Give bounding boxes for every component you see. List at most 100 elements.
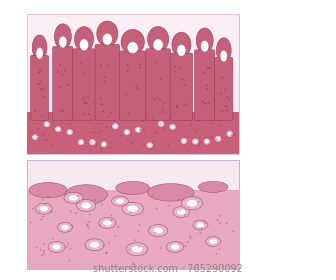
- Ellipse shape: [80, 39, 88, 50]
- FancyBboxPatch shape: [195, 50, 215, 120]
- Circle shape: [57, 71, 59, 73]
- Circle shape: [192, 195, 194, 197]
- Circle shape: [83, 97, 85, 99]
- Ellipse shape: [134, 126, 142, 133]
- Circle shape: [88, 221, 90, 223]
- Circle shape: [185, 104, 187, 105]
- FancyBboxPatch shape: [27, 190, 239, 269]
- Ellipse shape: [132, 246, 142, 253]
- Circle shape: [207, 264, 209, 265]
- Ellipse shape: [64, 192, 83, 203]
- Circle shape: [127, 64, 129, 66]
- Circle shape: [183, 84, 185, 86]
- Circle shape: [63, 147, 65, 149]
- Circle shape: [77, 195, 79, 197]
- Circle shape: [195, 131, 197, 133]
- Circle shape: [64, 70, 66, 71]
- Circle shape: [152, 195, 154, 197]
- Ellipse shape: [177, 45, 186, 56]
- Ellipse shape: [209, 239, 217, 244]
- Circle shape: [105, 252, 107, 254]
- Circle shape: [156, 208, 158, 209]
- Ellipse shape: [59, 36, 67, 48]
- Circle shape: [88, 113, 90, 115]
- Circle shape: [50, 144, 52, 146]
- Circle shape: [69, 119, 71, 121]
- Ellipse shape: [192, 138, 199, 145]
- Ellipse shape: [48, 241, 65, 253]
- Circle shape: [179, 210, 181, 211]
- Circle shape: [140, 145, 142, 147]
- Circle shape: [62, 110, 64, 111]
- Circle shape: [154, 132, 156, 133]
- Ellipse shape: [102, 34, 112, 45]
- Circle shape: [102, 245, 104, 246]
- Ellipse shape: [181, 197, 203, 210]
- Ellipse shape: [228, 132, 232, 136]
- FancyBboxPatch shape: [53, 47, 73, 120]
- Ellipse shape: [148, 184, 194, 201]
- Circle shape: [39, 70, 41, 72]
- Ellipse shape: [91, 140, 94, 144]
- Ellipse shape: [126, 242, 148, 256]
- Ellipse shape: [214, 135, 222, 142]
- Circle shape: [100, 149, 102, 150]
- FancyBboxPatch shape: [73, 49, 95, 120]
- Ellipse shape: [45, 123, 49, 126]
- Circle shape: [233, 134, 235, 136]
- Circle shape: [39, 210, 41, 212]
- Ellipse shape: [187, 200, 197, 207]
- Circle shape: [208, 102, 210, 104]
- Circle shape: [153, 99, 155, 101]
- FancyBboxPatch shape: [27, 112, 239, 154]
- Circle shape: [70, 248, 72, 249]
- Circle shape: [90, 132, 92, 133]
- Circle shape: [39, 80, 41, 82]
- Circle shape: [152, 141, 154, 143]
- Circle shape: [34, 110, 36, 112]
- Ellipse shape: [112, 196, 128, 206]
- Ellipse shape: [121, 29, 144, 55]
- Circle shape: [83, 73, 85, 74]
- Circle shape: [52, 120, 54, 122]
- Circle shape: [103, 81, 106, 82]
- Circle shape: [134, 239, 136, 241]
- Circle shape: [183, 267, 185, 268]
- Circle shape: [106, 126, 108, 127]
- Circle shape: [155, 232, 157, 233]
- Circle shape: [139, 67, 141, 68]
- Circle shape: [117, 226, 119, 228]
- Circle shape: [94, 199, 96, 201]
- Circle shape: [221, 110, 223, 112]
- Circle shape: [66, 246, 68, 248]
- Ellipse shape: [171, 125, 174, 129]
- Ellipse shape: [43, 121, 50, 128]
- Circle shape: [159, 99, 161, 101]
- Circle shape: [36, 137, 38, 139]
- Circle shape: [71, 225, 73, 227]
- Ellipse shape: [112, 123, 119, 130]
- Circle shape: [190, 237, 192, 239]
- Circle shape: [162, 108, 164, 109]
- Ellipse shape: [216, 38, 231, 63]
- Ellipse shape: [198, 181, 228, 192]
- Circle shape: [144, 130, 146, 131]
- Circle shape: [226, 96, 229, 98]
- Ellipse shape: [167, 241, 183, 253]
- Circle shape: [148, 119, 150, 121]
- Circle shape: [127, 70, 129, 72]
- Ellipse shape: [159, 122, 163, 126]
- Ellipse shape: [54, 24, 71, 49]
- Circle shape: [88, 214, 90, 216]
- Circle shape: [42, 216, 44, 217]
- Circle shape: [43, 243, 45, 245]
- Circle shape: [224, 105, 226, 107]
- Ellipse shape: [123, 129, 130, 136]
- Circle shape: [136, 88, 138, 89]
- Circle shape: [42, 199, 44, 201]
- Ellipse shape: [100, 141, 108, 148]
- Ellipse shape: [127, 206, 138, 212]
- Circle shape: [220, 93, 222, 95]
- Ellipse shape: [40, 206, 48, 211]
- Circle shape: [130, 212, 132, 213]
